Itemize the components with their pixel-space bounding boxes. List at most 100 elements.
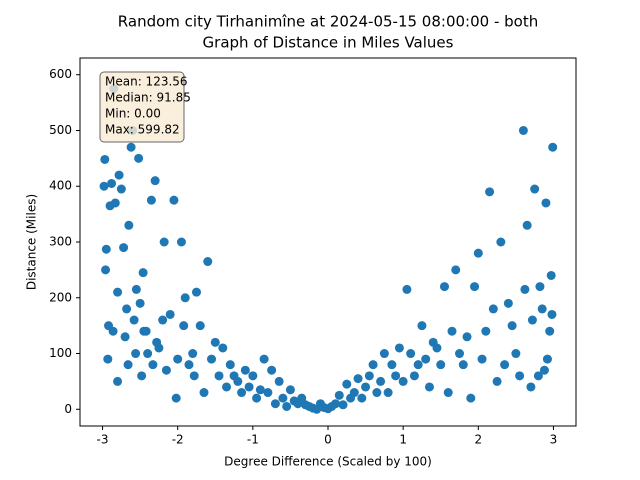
point bbox=[492, 376, 502, 386]
point bbox=[391, 371, 401, 381]
point bbox=[134, 153, 144, 163]
point bbox=[199, 388, 209, 398]
y-tick-label: 500 bbox=[49, 123, 72, 137]
point bbox=[522, 220, 532, 230]
point bbox=[103, 354, 113, 364]
point bbox=[180, 293, 190, 303]
point bbox=[436, 360, 446, 370]
point bbox=[439, 282, 449, 292]
point bbox=[138, 268, 148, 278]
point bbox=[357, 393, 367, 403]
point bbox=[99, 181, 109, 191]
point bbox=[143, 349, 153, 359]
point bbox=[267, 365, 277, 375]
point bbox=[278, 393, 288, 403]
point bbox=[530, 184, 540, 194]
point bbox=[237, 388, 247, 398]
stats-line: Median: 91.85 bbox=[105, 91, 191, 105]
point bbox=[477, 354, 487, 364]
x-tick-label: -1 bbox=[247, 433, 259, 447]
point bbox=[451, 265, 461, 275]
point bbox=[129, 315, 139, 325]
point bbox=[334, 390, 344, 400]
point bbox=[165, 309, 175, 319]
point bbox=[398, 376, 408, 386]
point bbox=[507, 321, 517, 331]
point bbox=[113, 376, 123, 386]
point bbox=[285, 385, 295, 395]
y-tick-label: 200 bbox=[49, 290, 72, 304]
point bbox=[539, 365, 549, 375]
point bbox=[123, 360, 133, 370]
point bbox=[207, 354, 217, 364]
point bbox=[119, 243, 129, 253]
point bbox=[141, 326, 151, 336]
point bbox=[137, 371, 147, 381]
point bbox=[470, 282, 480, 292]
point bbox=[462, 332, 472, 342]
point bbox=[126, 142, 136, 152]
y-tick-label: 400 bbox=[49, 179, 72, 193]
x-axis-label: Degree Difference (Scaled by 100) bbox=[224, 455, 432, 469]
x-tick-label: 0 bbox=[324, 433, 332, 447]
point bbox=[101, 244, 111, 254]
point bbox=[154, 343, 164, 353]
x-tick-label: -3 bbox=[97, 433, 109, 447]
point bbox=[447, 326, 457, 336]
point bbox=[372, 388, 382, 398]
point bbox=[124, 220, 134, 230]
point bbox=[188, 349, 198, 359]
point bbox=[222, 382, 232, 392]
point bbox=[122, 304, 132, 314]
point bbox=[409, 371, 419, 381]
point bbox=[424, 382, 434, 392]
point bbox=[533, 371, 543, 381]
point bbox=[394, 343, 404, 353]
point bbox=[353, 374, 363, 384]
point bbox=[342, 379, 352, 389]
point bbox=[259, 354, 269, 364]
point bbox=[191, 287, 201, 297]
point bbox=[240, 365, 250, 375]
point bbox=[481, 326, 491, 336]
stats-box bbox=[99, 71, 185, 143]
point bbox=[107, 178, 117, 188]
point bbox=[485, 187, 495, 197]
point bbox=[113, 287, 123, 297]
y-tick-label: 100 bbox=[49, 346, 72, 360]
point bbox=[387, 360, 397, 370]
x-tick-label: 2 bbox=[474, 433, 482, 447]
point bbox=[331, 399, 341, 409]
stats-line: Min: 0.00 bbox=[105, 107, 161, 121]
point bbox=[173, 354, 183, 364]
point bbox=[101, 265, 111, 275]
point bbox=[520, 284, 530, 294]
x-tick-label: 1 bbox=[399, 433, 407, 447]
point bbox=[496, 237, 506, 247]
point bbox=[515, 371, 525, 381]
point bbox=[203, 257, 213, 267]
point bbox=[225, 360, 235, 370]
point bbox=[376, 376, 386, 386]
point bbox=[100, 154, 110, 164]
x-tick-label: 3 bbox=[550, 433, 558, 447]
point bbox=[150, 176, 160, 186]
point bbox=[297, 393, 307, 403]
point bbox=[159, 237, 169, 247]
point bbox=[421, 354, 431, 364]
point bbox=[116, 184, 126, 194]
point bbox=[171, 393, 181, 403]
point bbox=[518, 125, 528, 135]
point bbox=[542, 354, 552, 364]
point bbox=[131, 349, 141, 359]
y-tick-label: 300 bbox=[49, 235, 72, 249]
point bbox=[270, 399, 280, 409]
point bbox=[548, 142, 558, 152]
point bbox=[546, 270, 556, 280]
point bbox=[417, 321, 427, 331]
point bbox=[349, 388, 359, 398]
point bbox=[179, 321, 189, 331]
point bbox=[233, 376, 243, 386]
point bbox=[195, 321, 205, 331]
point bbox=[169, 195, 179, 205]
